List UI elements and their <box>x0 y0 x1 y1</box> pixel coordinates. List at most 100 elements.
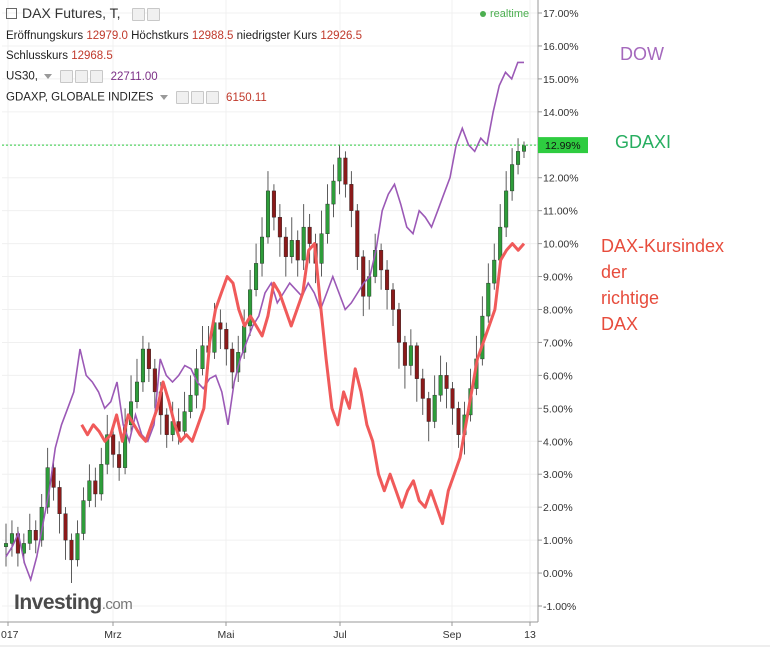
annotation-dax-line: DAX-Kursindex <box>601 236 725 256</box>
candle <box>438 355 443 402</box>
series-line-us30 <box>5 61 524 583</box>
candle <box>379 243 384 290</box>
candle <box>385 260 390 310</box>
y-tick-label: 4.00% <box>543 436 573 448</box>
candle <box>260 217 265 277</box>
candle <box>57 480 62 534</box>
candle <box>75 520 80 567</box>
candle <box>301 204 306 270</box>
time-axis-background <box>0 622 770 649</box>
visibility-icon[interactable] <box>60 70 74 83</box>
y-tick-label: 16.00% <box>543 41 579 53</box>
y-tick-label: 7.00% <box>543 337 573 349</box>
annotation-dax-line: richtige <box>601 288 660 308</box>
chevron-down-icon[interactable] <box>44 74 53 79</box>
chart-header-title-row: DAX Futures, T, <box>6 5 161 21</box>
candle <box>402 335 407 389</box>
series-line-gdaxp <box>80 242 526 526</box>
y-tick-label: 5.00% <box>543 403 573 415</box>
settings-icon[interactable] <box>147 7 161 21</box>
candle <box>93 467 98 508</box>
candle <box>248 269 253 336</box>
grid-lines <box>2 0 538 622</box>
investing-logo: Investing.com <box>14 591 133 615</box>
candle <box>343 151 348 198</box>
logo-suffix: .com <box>101 596 133 613</box>
y-tick-label: 12.00% <box>543 173 579 185</box>
candle <box>367 260 372 310</box>
candle <box>81 487 86 541</box>
candle <box>188 375 193 419</box>
candle <box>480 296 485 366</box>
candle <box>349 171 354 228</box>
candle <box>3 523 8 567</box>
time-axis-band <box>0 621 770 649</box>
candle <box>325 184 330 244</box>
candle <box>295 230 300 277</box>
candle <box>27 513 32 550</box>
visibility-icon[interactable] <box>175 91 189 104</box>
annotation-dax-line: DAX <box>601 314 639 334</box>
y-tick-label: 11.00% <box>543 206 578 218</box>
gdaxp-row: GDAXP, GLOBALE INDIZES 6150.11 <box>6 91 267 104</box>
logo-main: Investing <box>14 591 102 614</box>
y-tick-label: 15.00% <box>543 74 579 86</box>
y-tick-label: 3.00% <box>543 469 573 481</box>
settings-icon[interactable] <box>190 91 204 104</box>
candle <box>283 227 288 277</box>
candle <box>271 184 276 231</box>
x-tick-label: Mai <box>218 629 235 641</box>
y-tick-label: 1.00% <box>543 535 573 547</box>
annotation-dow: DOW <box>620 44 664 64</box>
gdaxp-label: GDAXP, GLOBALE INDIZES <box>6 91 154 104</box>
visibility-icon[interactable] <box>132 7 146 21</box>
realtime-label: realtime <box>490 8 530 20</box>
candle <box>444 362 449 409</box>
candle <box>254 243 259 297</box>
low-value: 12926.5 <box>320 30 362 42</box>
open-value: 12979.0 <box>86 30 128 42</box>
candle <box>9 520 14 557</box>
candle <box>111 424 116 468</box>
candle <box>105 414 110 475</box>
candle <box>516 138 521 175</box>
candle <box>117 441 122 481</box>
candle <box>218 309 223 350</box>
annotation-gdaxi: GDAXI <box>615 132 672 152</box>
candle <box>492 243 497 290</box>
close-label: Schlusskurs <box>6 50 68 62</box>
y-tick-label: 8.00% <box>543 305 573 317</box>
close-icon[interactable] <box>205 91 219 104</box>
candle <box>307 213 312 264</box>
high-value: 12988.5 <box>191 30 234 42</box>
candle <box>140 335 145 392</box>
collapse-icon[interactable] <box>6 7 17 19</box>
candle <box>522 141 527 158</box>
instrument-title: DAX Futures, T, <box>22 5 121 21</box>
price-axis-ticks: 17.00%16.00%15.00%14.00%13.00%12.00%11.0… <box>538 8 579 613</box>
candle <box>486 263 491 323</box>
candle <box>337 144 342 195</box>
candle <box>289 217 294 264</box>
close-icon[interactable] <box>90 70 104 83</box>
settings-icon[interactable] <box>75 70 89 83</box>
candle <box>331 164 336 218</box>
candle <box>87 464 92 508</box>
dax-futures-candles <box>3 138 527 583</box>
y-tick-label: 9.00% <box>543 272 573 284</box>
x-tick-label: Sep <box>443 629 462 641</box>
high-label: Höchstkurs <box>131 30 189 42</box>
x-tick-label: Jul <box>333 629 346 641</box>
candle <box>510 148 515 201</box>
x-tick-label: 017 <box>1 629 19 641</box>
candle <box>408 329 413 376</box>
candle <box>391 283 396 326</box>
candle <box>129 375 134 435</box>
chevron-down-icon[interactable] <box>159 95 168 100</box>
us30-value: 22711.00 <box>110 70 158 83</box>
ohlc-row: Eröffnungskurs 12979.0 Höchstkurs 12988.… <box>6 30 362 42</box>
x-tick-label: 13 <box>524 629 536 641</box>
y-tick-label: 2.00% <box>543 502 573 514</box>
candle <box>69 533 74 583</box>
